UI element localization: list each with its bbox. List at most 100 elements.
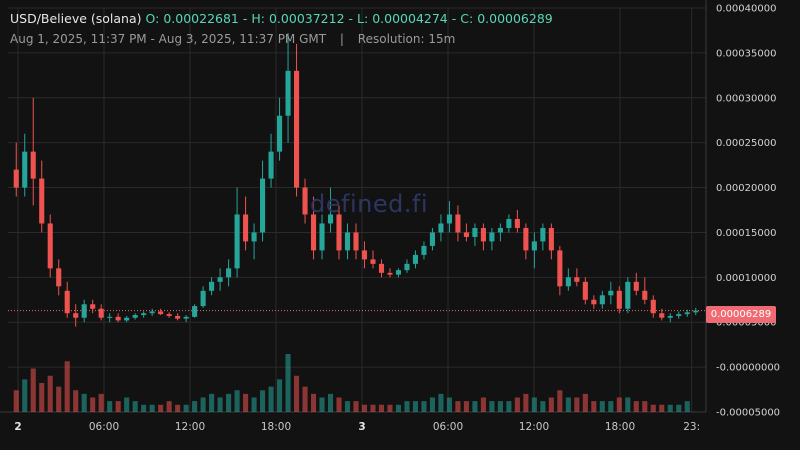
volume-bar (438, 393, 444, 412)
candle-body (64, 290, 70, 314)
volume-bar (293, 375, 300, 412)
candle-body (141, 313, 147, 316)
volume-bar (455, 401, 461, 412)
candle-body (13, 169, 19, 188)
low-value: 0.00004274 (372, 11, 448, 26)
volume-bar (480, 397, 486, 412)
low-label: L: (357, 11, 369, 26)
volume-bar (302, 386, 308, 412)
x-tick-label: 18:00 (605, 421, 635, 433)
volume-bar (540, 401, 546, 412)
candle-body (684, 312, 690, 315)
x-tick-label: 2 (14, 421, 21, 433)
volume-bar (506, 401, 512, 412)
volume-bar (183, 404, 189, 412)
volume-bar (370, 404, 376, 412)
close-value: 0.00006289 (477, 11, 553, 26)
candle-body (158, 311, 164, 315)
volume-bar (523, 393, 529, 412)
candle-body (438, 223, 444, 233)
volume-bar (209, 393, 215, 412)
y-tick-label: -0.00005000 (716, 408, 780, 419)
candle-body (599, 295, 605, 305)
volume-bar (132, 401, 138, 412)
watermark: defined.fi (310, 190, 429, 218)
candle-body (650, 299, 656, 314)
candle-body (574, 277, 580, 282)
candle-body (124, 317, 130, 321)
volume-bar (404, 401, 410, 412)
volume-bar (591, 401, 597, 412)
x-tick-label: 18:00 (261, 421, 291, 433)
resolution-label: Resolution: 15m (357, 32, 456, 46)
volume-bar (73, 390, 79, 412)
candle-body (175, 315, 181, 319)
volume-bar (268, 386, 274, 412)
volume-bar (158, 404, 164, 412)
candle-body (404, 263, 410, 271)
y-tick-label: 0.00015000 (716, 228, 776, 239)
volume-bar (429, 397, 435, 412)
candle-body (497, 227, 503, 233)
volume-bar (30, 368, 36, 412)
volume-bar (90, 397, 96, 412)
volume-bar (166, 401, 172, 412)
volume-bar (107, 401, 113, 412)
candle-body (98, 308, 104, 318)
candle-body (90, 304, 96, 309)
range-subheader: Aug 1, 2025, 11:37 PM - Aug 3, 2025, 11:… (10, 32, 455, 46)
volume-bar (243, 393, 249, 412)
volume-bar (217, 397, 223, 412)
candle-body (149, 311, 155, 314)
candle-body (642, 290, 648, 300)
candle-body (39, 178, 45, 224)
volume-bar (667, 404, 673, 412)
candle-body (234, 214, 240, 269)
volume-bar (642, 401, 648, 412)
candle-body (608, 290, 614, 296)
volume-bar (22, 379, 28, 412)
candle-body (107, 316, 113, 318)
candle-body (115, 316, 121, 321)
candle-body (446, 214, 452, 224)
candle-body (540, 227, 546, 242)
candle-body (506, 218, 512, 228)
x-tick-label: 06:00 (433, 421, 463, 433)
volume-bar (336, 397, 342, 412)
volume-bar (226, 393, 232, 412)
y-tick-label: 0.00010000 (716, 273, 776, 284)
volume-bar (234, 390, 240, 412)
candle-body (47, 223, 53, 269)
candle-body (659, 313, 665, 318)
volume-bar (192, 401, 198, 412)
volume-bar (361, 404, 368, 412)
x-tick-label: 23: (683, 421, 700, 433)
volume-bar (387, 404, 393, 412)
y-tick-label: 0.00040000 (716, 4, 776, 15)
candle-body (548, 227, 554, 251)
high-value: 0.00037212 (268, 11, 345, 26)
candle-body (81, 304, 87, 318)
dash-sep: - (451, 11, 457, 26)
volume-bar (633, 401, 639, 412)
ohlc-header: USD/Believe (solana) O: 0.00022681 - H: … (10, 10, 553, 28)
y-tick-label: 0.00005000 (716, 318, 776, 329)
x-tick-label: 12:00 (175, 421, 205, 433)
volume-bar (115, 401, 121, 412)
candle-body (523, 227, 529, 251)
dash-sep: - (242, 11, 248, 26)
candle-body (336, 214, 342, 251)
x-tick-label: 3 (358, 421, 365, 433)
candle-body (243, 214, 249, 242)
candle-body (667, 315, 673, 318)
volume-bar (582, 393, 588, 412)
volume-bar (327, 393, 334, 412)
candle-body (412, 254, 419, 264)
volume-bar (574, 397, 580, 412)
candle-body (565, 277, 571, 287)
volume-bar (412, 401, 419, 412)
volume-bar (124, 397, 130, 412)
candle-body (531, 241, 537, 251)
